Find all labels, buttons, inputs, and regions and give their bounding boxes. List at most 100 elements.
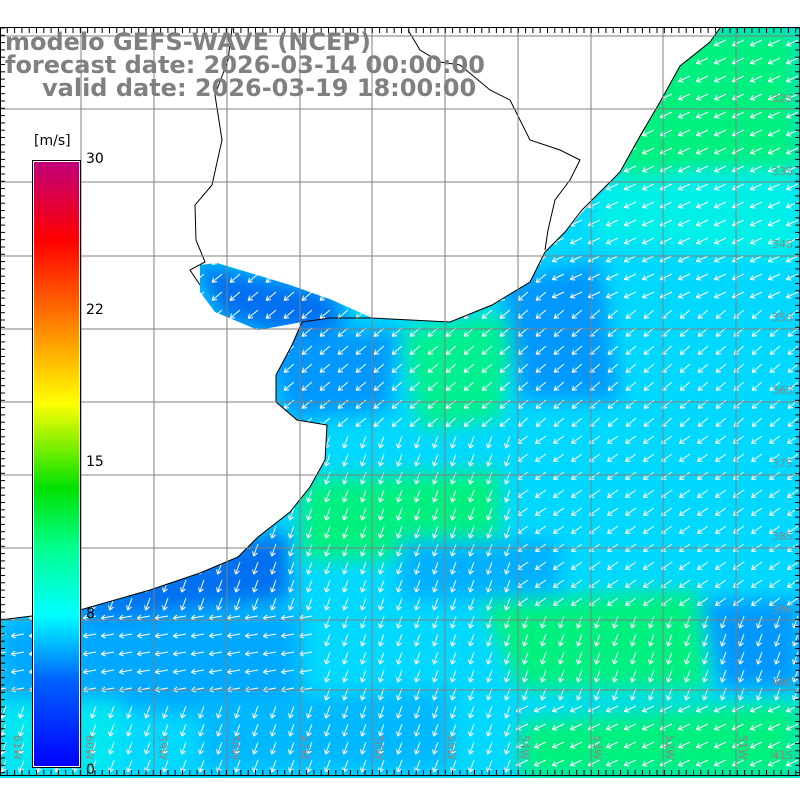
- wind-arrow: [378, 453, 385, 467]
- wind-arrow: [175, 237, 187, 247]
- wind-arrow: [193, 381, 205, 391]
- wind-arrow: [750, 597, 763, 606]
- wind-arrow: [283, 237, 295, 247]
- wind-arrow: [533, 705, 547, 713]
- wind-arrow: [715, 417, 727, 427]
- wind-arrow: [229, 399, 241, 409]
- wind-arrow: [229, 309, 241, 319]
- wind-arrow: [409, 237, 421, 247]
- wind-arrow: [695, 219, 709, 227]
- wind-arrow: [13, 417, 25, 427]
- wind-arrow: [767, 219, 781, 227]
- wind-arrow: [229, 219, 241, 229]
- wind-arrow: [558, 651, 565, 665]
- wind-arrow: [324, 579, 331, 593]
- wind-arrow: [172, 668, 187, 675]
- wind-arrow: [414, 651, 421, 665]
- longitude-label: 55W: [445, 735, 458, 760]
- wind-arrow: [378, 561, 385, 575]
- wind-arrow: [121, 219, 133, 229]
- wind-arrow: [551, 255, 565, 263]
- wind-arrow: [211, 417, 223, 427]
- wind-arrow: [103, 255, 115, 265]
- country-border-line: [407, 29, 581, 251]
- wind-arrow: [641, 705, 655, 713]
- wind-arrow: [0, 471, 7, 485]
- wind-arrow: [234, 507, 241, 521]
- wind-arrow: [211, 399, 223, 409]
- wind-arrow: [499, 381, 511, 391]
- wind-arrow: [552, 453, 565, 462]
- wind-arrow: [535, 57, 547, 67]
- wind-arrow: [715, 399, 727, 409]
- wind-arrow: [90, 435, 97, 449]
- wind-arrow: [157, 165, 169, 175]
- wind-arrow: [144, 525, 151, 539]
- wind-arrow: [252, 705, 259, 719]
- wind-arrow: [587, 147, 601, 155]
- wind-arrow: [774, 669, 781, 683]
- wind-arrow: [695, 723, 709, 731]
- wind-arrow: [714, 525, 727, 534]
- wind-arrow: [517, 57, 529, 67]
- wind-arrow: [714, 435, 727, 444]
- wind-arrow: [0, 489, 7, 503]
- wind-arrow: [90, 705, 97, 719]
- wind-arrow: [360, 669, 367, 683]
- wind-arrow: [288, 597, 295, 611]
- wind-arrow: [643, 345, 655, 355]
- wind-arrow: [427, 291, 439, 301]
- wind-arrow: [252, 543, 259, 557]
- wind-arrow: [769, 381, 781, 391]
- wind-arrow: [738, 651, 745, 665]
- wind-arrow: [713, 255, 727, 263]
- wind-arrow: [175, 201, 187, 211]
- wind-arrow: [247, 273, 259, 283]
- wind-arrow: [414, 723, 421, 737]
- wind-arrow: [749, 219, 763, 227]
- wind-arrow: [432, 507, 439, 521]
- wind-arrow: [697, 345, 709, 355]
- wind-arrow: [587, 183, 601, 191]
- wind-arrow: [504, 651, 511, 665]
- wind-arrow: [229, 237, 241, 247]
- wind-arrow: [342, 705, 349, 719]
- wind-arrow: [605, 219, 619, 227]
- wind-arrow: [157, 219, 169, 229]
- wind-arrow: [569, 255, 583, 263]
- wind-arrow: [468, 615, 475, 629]
- wind-arrow: [677, 201, 691, 209]
- wind-arrow: [481, 165, 493, 175]
- wind-arrow: [118, 632, 133, 639]
- wind-arrow: [468, 741, 475, 755]
- wind-arrow: [409, 219, 421, 229]
- wind-arrow: [713, 75, 727, 83]
- wind-arrow: [571, 363, 583, 373]
- wind-arrow: [463, 219, 475, 229]
- wind-arrow: [139, 309, 151, 319]
- wind-arrow: [270, 723, 277, 737]
- wind-arrow: [641, 741, 655, 749]
- wind-arrow: [409, 345, 421, 355]
- wind-arrow: [749, 111, 763, 119]
- wind-arrow: [216, 453, 223, 467]
- wind-arrow: [337, 399, 349, 409]
- wind-arrow: [715, 381, 727, 391]
- wind-arrow: [360, 723, 367, 737]
- wind-arrow: [785, 723, 799, 731]
- wind-arrow: [768, 561, 781, 570]
- wind-arrow: [319, 363, 331, 373]
- wind-arrow: [677, 147, 691, 155]
- wind-arrow: [252, 741, 259, 755]
- wind-arrow: [396, 723, 403, 737]
- wind-arrow: [486, 597, 493, 611]
- wind-arrow: [749, 741, 763, 749]
- wind-arrow: [535, 219, 547, 229]
- wind-arrow: [100, 650, 115, 657]
- wind-arrow: [713, 183, 727, 191]
- wind-arrow: [108, 489, 115, 503]
- wind-arrow: [569, 111, 583, 119]
- wind-arrow: [175, 345, 187, 355]
- wind-arrow: [450, 615, 457, 629]
- wind-arrow: [643, 381, 655, 391]
